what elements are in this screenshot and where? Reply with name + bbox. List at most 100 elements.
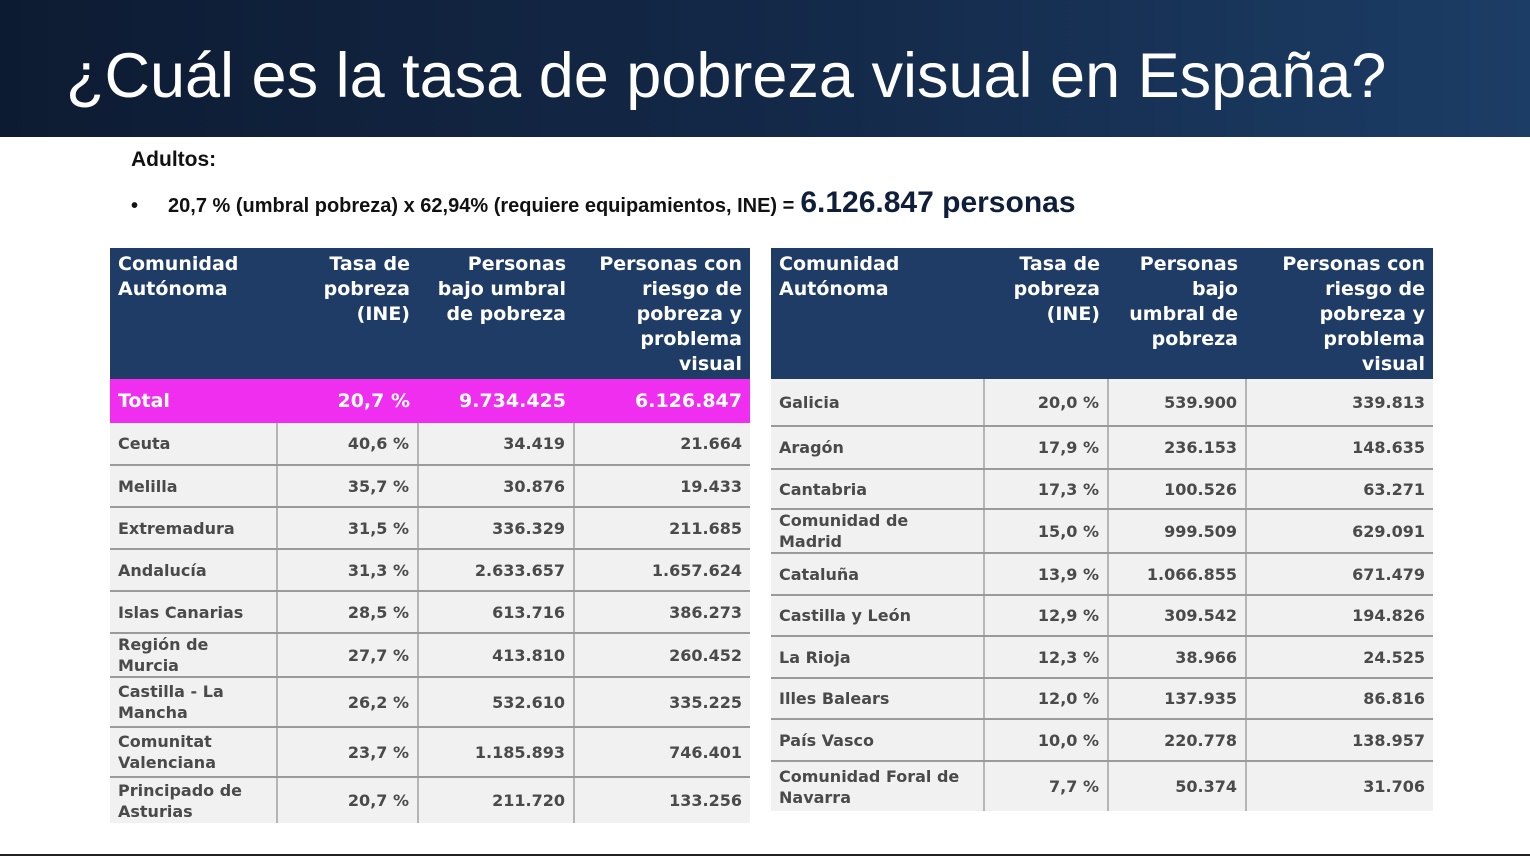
title-banner: ¿Cuál es la tasa de pobreza visual en Es… [0,0,1530,137]
table-row: Cantabria 17,3 % 100.526 63.271 [771,469,1433,510]
cell-comunidad: Castilla - La Mancha [110,677,278,728]
cell-comunidad: Comunitat Valenciana [110,727,278,778]
cell-comunidad: Cataluña [771,553,985,596]
cell-tasa: 17,3 % [984,469,1109,510]
cell-tasa: 12,3 % [984,636,1109,679]
cell-personas: 1.066.855 [1108,553,1247,596]
cell-riesgo: 260.452 [574,633,750,678]
cell-comunidad: Comunidad de Madrid [771,509,985,554]
cell-riesgo: 194.826 [1246,595,1433,637]
cell-comunidad: Aragón [771,426,985,470]
cell-tasa: 17,9 % [984,426,1109,470]
cell-personas: 137.935 [1108,678,1247,720]
cell-personas: 9.734.425 [418,379,574,423]
cell-riesgo: 31.706 [1246,761,1433,811]
cell-personas: 336.329 [418,507,575,550]
header-personas: Personas bajo umbral de pobreza [1108,248,1246,379]
cell-riesgo: 148.635 [1246,426,1433,470]
bottom-divider [0,854,1530,856]
cell-personas: 50.374 [1108,761,1247,811]
cell-riesgo: 671.479 [1246,553,1433,596]
cell-riesgo: 1.657.624 [574,549,750,592]
header-tasa: Tasa de pobreza (INE) [984,248,1108,379]
cell-tasa: 27,7 % [277,633,419,678]
table-row: Melilla 35,7 % 30.876 19.433 [110,465,750,508]
table-row: Illes Balears 12,0 % 137.935 86.816 [771,678,1433,720]
cell-personas: 34.419 [418,423,575,466]
cell-personas: 539.900 [1108,379,1247,427]
subheading: Adultos: [131,148,217,171]
cell-riesgo: 63.271 [1246,469,1433,510]
cell-tasa: 31,5 % [277,507,419,550]
header-riesgo: Personas con riesgo de pobreza y problem… [574,248,750,379]
bullet-point: • 20,7 % (umbral pobreza) x 62,94% (requ… [131,186,1076,226]
cell-riesgo: 335.225 [574,677,750,728]
cell-riesgo: 6.126.847 [574,379,750,423]
cell-tasa: 12,9 % [984,595,1109,637]
cell-comunidad: Illes Balears [771,678,985,720]
table-header-row: Comunidad Autónoma Tasa de pobreza (INE)… [771,248,1433,379]
header-comunidad: Comunidad Autónoma [110,248,277,379]
cell-personas: 220.778 [1108,719,1247,762]
cell-riesgo: 24.525 [1246,636,1433,679]
cell-personas: 211.720 [418,777,575,823]
cell-tasa: 10,0 % [984,719,1109,762]
cell-personas: 100.526 [1108,469,1247,510]
cell-tasa: 15,0 % [984,509,1109,554]
cell-riesgo: 138.957 [1246,719,1433,762]
cell-comunidad: Galicia [771,379,985,427]
cell-personas: 999.509 [1108,509,1247,554]
cell-riesgo: 339.813 [1246,379,1433,427]
cell-riesgo: 133.256 [574,777,750,823]
table-row: Castilla - La Mancha 26,2 % 532.610 335.… [110,677,750,728]
table-row: Castilla y León 12,9 % 309.542 194.826 [771,595,1433,637]
cell-personas: 1.185.893 [418,727,575,778]
cell-comunidad: Andalucía [110,549,278,592]
cell-personas: 30.876 [418,465,575,508]
table-row: Galicia 20,0 % 539.900 339.813 [771,379,1433,427]
cell-personas: 413.810 [418,633,575,678]
table-row: Región de Murcia 27,7 % 413.810 260.452 [110,633,750,678]
cell-comunidad: Extremadura [110,507,278,550]
cell-comunidad: Cantabria [771,469,985,510]
cell-comunidad: Total [110,379,277,423]
cell-tasa: 40,6 % [277,423,419,466]
table-row: Cataluña 13,9 % 1.066.855 671.479 [771,553,1433,596]
cell-riesgo: 86.816 [1246,678,1433,720]
table-row: Principado de Asturias 20,7 % 211.720 13… [110,777,750,823]
cell-personas: 309.542 [1108,595,1247,637]
cell-comunidad: Melilla [110,465,278,508]
header-comunidad: Comunidad Autónoma [771,248,984,379]
cell-tasa: 13,9 % [984,553,1109,596]
cell-riesgo: 21.664 [574,423,750,466]
cell-tasa: 20,7 % [277,379,418,423]
page-title: ¿Cuál es la tasa de pobreza visual en Es… [66,41,1387,111]
poverty-table-left: Comunidad Autónoma Tasa de pobreza (INE)… [110,248,750,823]
header-personas: Personas bajo umbral de pobreza [418,248,574,379]
header-tasa: Tasa de pobreza (INE) [277,248,418,379]
table-row: Islas Canarias 28,5 % 613.716 386.273 [110,591,750,634]
cell-riesgo: 386.273 [574,591,750,634]
cell-tasa: 23,7 % [277,727,419,778]
cell-comunidad: Principado de Asturias [110,777,278,823]
table-row: Comunidad Foral de Navarra 7,7 % 50.374 … [771,761,1433,811]
cell-tasa: 31,3 % [277,549,419,592]
table-row: La Rioja 12,3 % 38.966 24.525 [771,636,1433,679]
table-row: Extremadura 31,5 % 336.329 211.685 [110,507,750,550]
cell-comunidad: Castilla y León [771,595,985,637]
cell-personas: 38.966 [1108,636,1247,679]
table-row: Aragón 17,9 % 236.153 148.635 [771,426,1433,470]
cell-personas: 2.633.657 [418,549,575,592]
cell-tasa: 7,7 % [984,761,1109,811]
cell-comunidad: Ceuta [110,423,278,466]
table-row: Andalucía 31,3 % 2.633.657 1.657.624 [110,549,750,592]
cell-tasa: 35,7 % [277,465,419,508]
bullet-icon: • [131,195,139,217]
cell-riesgo: 211.685 [574,507,750,550]
cell-tasa: 20,7 % [277,777,419,823]
cell-personas: 236.153 [1108,426,1247,470]
cell-riesgo: 19.433 [574,465,750,508]
cell-riesgo: 629.091 [1246,509,1433,554]
cell-tasa: 28,5 % [277,591,419,634]
cell-comunidad: País Vasco [771,719,985,762]
